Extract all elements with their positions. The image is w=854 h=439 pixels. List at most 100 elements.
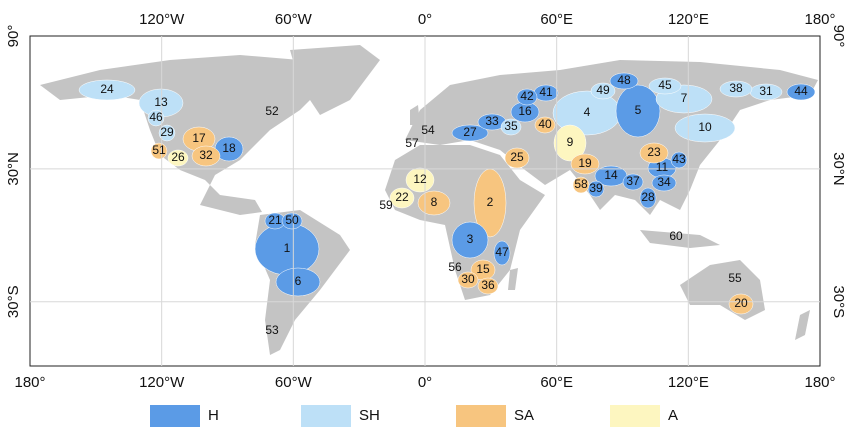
basin-regions [78,72,816,315]
indonesia [640,230,720,248]
legend-swatch [456,405,506,427]
basin-label: 47 [495,245,509,259]
basin-label: 53 [265,323,279,337]
basin-region [493,240,511,266]
basin-label: 48 [617,73,631,87]
x-tick-label-top: 120°E [668,11,709,28]
madagascar [508,268,518,290]
basin-label: 1 [284,241,291,255]
basin-label: 45 [658,78,672,92]
x-tick-label-bottom: 120°E [668,374,709,391]
x-tick-label-top: 60°E [540,11,573,28]
basin-region [417,190,451,216]
x-tick-label-bottom: 120°W [139,374,185,391]
basin-label: 7 [681,91,688,105]
y-tick-label-left: 30°S [5,285,22,318]
x-tick-label-bottom: 60°E [540,374,573,391]
basin-label: 28 [641,190,655,204]
basin-region [622,173,644,191]
basin-label: 23 [647,145,661,159]
basin-region [451,221,489,259]
basin-region [728,293,754,315]
basin-label: 39 [589,181,603,195]
basin-label: 13 [154,95,168,109]
basin-label: 50 [285,213,299,227]
greenland [290,45,380,115]
basin-region [158,124,176,142]
legend-label: H [208,407,219,424]
x-tick-label-bottom: 60°W [275,374,313,391]
basin-label: 17 [192,131,206,145]
basin-region [572,176,590,194]
basin-label: 11 [656,160,669,174]
basin-region [78,79,136,101]
legend-swatch [301,405,351,427]
x-tick-label-top: 0° [418,11,432,28]
eurasia [405,60,818,215]
basin-label: 29 [160,125,174,139]
y-tick-label-right: 30°N [830,152,847,186]
british-isles [410,105,420,125]
y-tick-label-right: 90° [830,25,847,48]
x-tick-label-top: 120°W [139,11,185,28]
basin-region [651,174,677,192]
basin-label: 33 [485,114,499,128]
basin-region [609,72,639,90]
y-tick-label-right: 30°S [830,285,847,318]
x-tick-label-bottom: 180° [14,374,45,391]
basin-label: 22 [395,190,409,204]
x-tick-label-bottom: 0° [418,374,432,391]
basin-label: 42 [520,89,534,103]
basin-label: 26 [171,150,185,164]
basin-label: 25 [510,150,524,164]
basin-region [553,124,587,162]
basin-region [504,147,530,169]
legend-label: SH [359,407,380,424]
legend-label: A [668,407,678,424]
basin-region [405,167,435,193]
basin-region [275,267,321,297]
graticule [30,36,820,366]
basin-label: 38 [729,81,743,95]
basin-label: 30 [461,272,475,286]
basin-label: 10 [698,120,712,134]
basin-region [674,113,736,143]
y-tick-label-left: 30°N [5,152,22,186]
basin-label: 46 [149,110,163,124]
basin-region [590,82,616,100]
basin-label: 27 [463,125,477,139]
basin-region [147,109,165,127]
basin-label: 59 [379,198,393,212]
basin-region [648,77,682,95]
basin-region [150,142,168,160]
basin-label: 34 [657,175,671,189]
basin-label: 35 [504,119,518,133]
basin-label: 36 [481,278,495,292]
basin-label: 43 [672,152,686,166]
basin-label: 31 [759,84,773,98]
basin-region [281,212,303,230]
basin-label: 40 [538,117,552,131]
legend-swatch [150,405,200,427]
basin-region [191,145,221,167]
basin-region [639,187,657,209]
basin-label: 16 [518,104,532,118]
basin-label: 51 [152,143,166,157]
basin-label: 21 [268,213,282,227]
basin-label: 18 [222,141,236,155]
basin-label: 14 [604,168,618,182]
basin-region [670,151,688,169]
basin-label: 15 [476,262,490,276]
basin-label: 2 [487,195,494,209]
basin-region [639,142,669,164]
legend-label: SA [514,407,534,424]
basin-region [457,271,479,289]
basin-label: 57 [405,136,419,150]
basin-region [516,88,538,106]
basin-region [451,124,489,142]
basin-region [477,277,499,295]
basin-label: 20 [734,296,748,310]
basin-label: 49 [596,83,610,97]
